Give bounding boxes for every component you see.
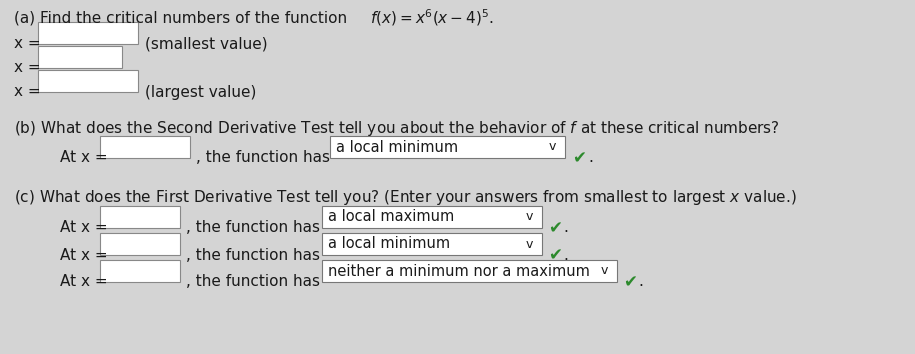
FancyBboxPatch shape: [322, 233, 542, 255]
FancyBboxPatch shape: [100, 136, 190, 158]
FancyBboxPatch shape: [38, 70, 138, 92]
Text: At x =: At x =: [60, 247, 108, 263]
FancyBboxPatch shape: [38, 22, 138, 44]
Text: At x =: At x =: [60, 274, 108, 290]
Text: x =: x =: [14, 85, 40, 99]
FancyBboxPatch shape: [322, 260, 617, 282]
Text: a local minimum: a local minimum: [328, 236, 450, 251]
Text: .: .: [638, 274, 643, 290]
Text: $f(x) = x^6(x-4)^5$.: $f(x) = x^6(x-4)^5$.: [370, 8, 494, 28]
Text: v: v: [526, 238, 533, 251]
Text: x =: x =: [14, 36, 40, 51]
Text: (a) Find the critical numbers of the function: (a) Find the critical numbers of the fun…: [14, 11, 352, 25]
Text: .: .: [563, 221, 568, 235]
Text: (largest value): (largest value): [145, 85, 256, 99]
Text: .: .: [563, 247, 568, 263]
FancyBboxPatch shape: [100, 233, 180, 255]
Text: ✔: ✔: [548, 246, 562, 264]
FancyBboxPatch shape: [322, 206, 542, 228]
Text: , the function has: , the function has: [186, 247, 320, 263]
Text: At x =: At x =: [60, 150, 108, 166]
Text: , the function has: , the function has: [186, 221, 320, 235]
Text: a local maximum: a local maximum: [328, 210, 454, 224]
Text: v: v: [526, 211, 533, 223]
Text: a local minimum: a local minimum: [336, 139, 458, 154]
Text: (smallest value): (smallest value): [145, 36, 267, 51]
Text: neither a minimum nor a maximum: neither a minimum nor a maximum: [328, 263, 590, 279]
Text: x =: x =: [14, 61, 40, 75]
Text: ✔: ✔: [572, 149, 586, 167]
Text: v: v: [601, 264, 608, 278]
Text: ✔: ✔: [548, 219, 562, 237]
FancyBboxPatch shape: [100, 260, 180, 282]
FancyBboxPatch shape: [38, 46, 122, 68]
Text: , the function has: , the function has: [186, 274, 320, 290]
FancyBboxPatch shape: [330, 136, 565, 158]
Text: (c) What does the First Derivative Test tell you? (Enter your answers from small: (c) What does the First Derivative Test …: [14, 188, 797, 207]
Text: .: .: [588, 150, 593, 166]
Text: v: v: [549, 141, 556, 154]
Text: (b) What does the Second Derivative Test tell you about the behavior of $f$ at t: (b) What does the Second Derivative Test…: [14, 119, 780, 137]
FancyBboxPatch shape: [100, 206, 180, 228]
Text: , the function has: , the function has: [196, 150, 330, 166]
Text: ✔: ✔: [623, 273, 637, 291]
Text: At x =: At x =: [60, 221, 108, 235]
